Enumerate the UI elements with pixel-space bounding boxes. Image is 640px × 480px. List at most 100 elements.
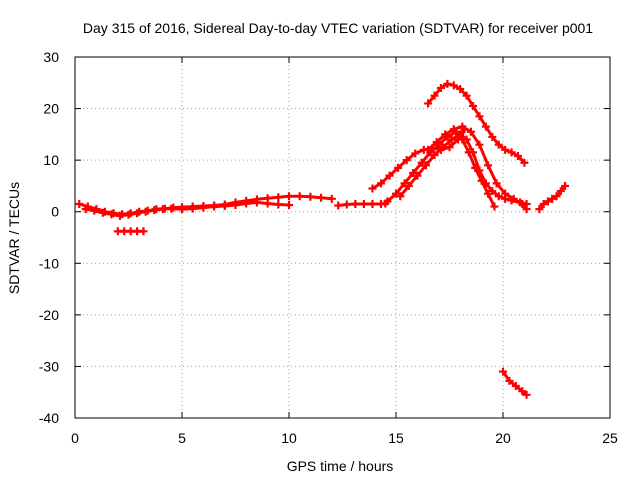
- data-point-plus: [475, 140, 484, 149]
- data-point-plus: [439, 143, 448, 152]
- data-point-plus: [469, 101, 478, 110]
- data-point-plus: [520, 158, 529, 167]
- data-point-plus: [548, 194, 557, 203]
- data-point-plus: [449, 81, 458, 90]
- data-point-plus: [466, 127, 475, 136]
- data-point-plus: [535, 205, 544, 214]
- data-point-plus: [484, 189, 493, 198]
- data-point-plus: [518, 199, 527, 208]
- data-point-plus: [456, 130, 465, 139]
- data-point-plus: [75, 199, 84, 208]
- series-trace-line: [84, 200, 291, 218]
- data-point-plus: [494, 192, 503, 201]
- plot-frame: [74, 56, 611, 419]
- x-tick-labels: 0 5 10 15 20 25: [71, 430, 618, 446]
- data-point-plus: [124, 210, 133, 219]
- y-tick-labels: -40 -30 -20 -10 0 10 20 30: [39, 49, 59, 426]
- series-trace-5: [368, 125, 469, 193]
- data-point-plus: [115, 211, 124, 220]
- data-point-plus: [295, 192, 304, 201]
- data-point-plus: [377, 179, 386, 188]
- data-point-plus: [462, 135, 471, 144]
- data-point-plus: [150, 206, 159, 215]
- data-point-plus: [499, 367, 507, 376]
- data-point-plus: [98, 208, 107, 217]
- data-point-plus: [469, 148, 478, 157]
- x-tick-label: 15: [388, 430, 404, 446]
- data-point-plus: [359, 199, 368, 208]
- data-point-plus: [490, 202, 499, 211]
- series-trace-line: [426, 82, 526, 165]
- grid-lines: [75, 57, 610, 418]
- data-point-plus: [456, 84, 465, 93]
- y-tick-label: -30: [39, 358, 59, 374]
- data-point-plus: [561, 181, 570, 190]
- data-point-plus: [263, 199, 272, 208]
- data-point-plus: [133, 209, 142, 218]
- data-point-plus: [447, 135, 456, 144]
- data-point-plus: [513, 152, 522, 161]
- data-point-plus: [199, 203, 208, 212]
- data-point-plus: [252, 198, 261, 207]
- data-point-plus: [421, 161, 430, 170]
- data-point-plus: [141, 207, 150, 216]
- data-point-plus: [285, 192, 293, 201]
- data-point-plus: [383, 197, 392, 206]
- data-point-plus: [501, 189, 510, 198]
- data-point-plus: [396, 192, 405, 201]
- y-tick-label: 10: [43, 152, 59, 168]
- data-point-plus: [392, 189, 400, 198]
- data-point-plus: [522, 390, 531, 399]
- data-point-plus: [522, 205, 531, 214]
- data-point-plus: [481, 122, 490, 131]
- data-point-plus: [511, 382, 520, 391]
- data-point-plus: [475, 112, 484, 121]
- data-point-plus: [424, 145, 433, 154]
- data-point-plus: [501, 145, 510, 154]
- data-point-plus: [334, 201, 343, 210]
- y-tick-label: 0: [51, 204, 59, 220]
- data-point-plus: [443, 79, 452, 88]
- data-point-plus: [481, 179, 490, 188]
- data-point-plus: [505, 376, 514, 385]
- data-point-plus: [327, 194, 336, 203]
- data-point-plus: [543, 197, 552, 206]
- data-point-plus: [188, 204, 197, 213]
- data-point-plus: [285, 201, 293, 210]
- data-point-plus: [494, 140, 503, 149]
- data-point-plus: [462, 91, 471, 100]
- data-point-plus: [436, 83, 445, 92]
- y-tick-label: -10: [39, 255, 59, 271]
- series-trace-2: [81, 198, 293, 220]
- data-point-plus: [158, 205, 167, 214]
- data-point-plus: [351, 199, 360, 208]
- data-point-plus: [368, 199, 377, 208]
- data-point-plus: [441, 130, 450, 139]
- data-point-plus: [90, 206, 99, 215]
- data-point-plus: [488, 187, 497, 196]
- data-points: [75, 79, 570, 399]
- data-point-plus: [242, 199, 251, 208]
- data-point-plus: [518, 387, 527, 396]
- series-trace-3: [113, 227, 148, 236]
- x-tick-label: 20: [495, 430, 511, 446]
- series-trace-8: [424, 122, 531, 214]
- data-point-plus: [507, 148, 516, 157]
- data-point-plus: [409, 169, 418, 178]
- data-point-plus: [178, 205, 186, 214]
- series-trace-4: [334, 199, 390, 210]
- data-point-plus: [488, 132, 497, 141]
- data-point-plus: [342, 200, 351, 209]
- series-trace-line: [371, 127, 466, 190]
- data-point-plus: [167, 204, 176, 213]
- x-tick-label: 5: [178, 430, 186, 446]
- data-point-plus: [432, 138, 441, 147]
- series-trace-9: [424, 79, 529, 167]
- y-axis-label: SDTVAR / TECUs: [6, 182, 22, 294]
- data-point-plus: [556, 187, 565, 196]
- x-axis-label: GPS time / hours: [287, 458, 394, 474]
- data-point-plus: [400, 179, 409, 188]
- data-point-plus: [107, 210, 116, 219]
- y-tick-label: -20: [39, 307, 59, 323]
